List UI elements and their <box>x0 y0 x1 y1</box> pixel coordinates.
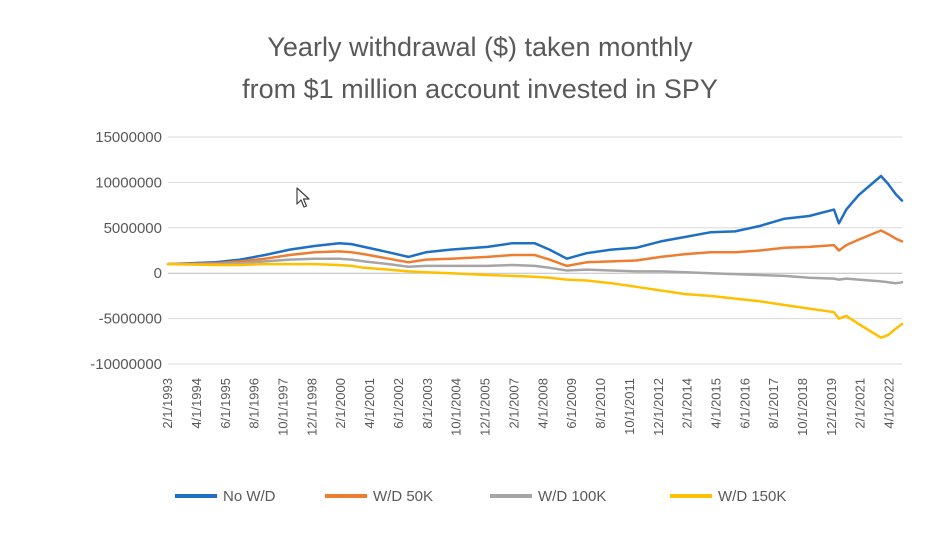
x-tick-label-4: 10/1/1997 <box>276 378 291 436</box>
y-tick-label-3: 0 <box>154 265 162 282</box>
legend: No W/D W/D 50K W/D 100K W/D 150K <box>175 488 786 505</box>
series-line-0 <box>166 174 904 266</box>
legend-label-3: W/D 150K <box>718 488 786 505</box>
chart-title-line-2: from $1 million account invested in SPY <box>242 74 718 104</box>
x-tick-label-13: 4/1/2008 <box>535 378 550 429</box>
x-tick-label-24: 2/1/2021 <box>853 378 868 429</box>
y-tick-label-5: -10000000 <box>90 356 162 373</box>
x-tick-label-10: 10/1/2004 <box>449 378 464 436</box>
x-axis-tick-labels: 2/1/1993 4/1/1994 6/1/1995 8/1/1996 10/1/199… <box>160 378 897 436</box>
x-tick-label-18: 2/1/2014 <box>680 378 695 429</box>
x-tick-label-14: 6/1/2009 <box>564 378 579 429</box>
chart-title-line-1: Yearly withdrawal ($) taken monthly <box>267 32 693 62</box>
x-tick-label-5: 12/1/1998 <box>304 378 319 436</box>
x-tick-label-6: 2/1/2000 <box>333 378 348 429</box>
x-tick-label-9: 8/1/2003 <box>420 378 435 429</box>
x-tick-label-21: 8/1/2017 <box>766 378 781 429</box>
x-tick-label-23: 12/1/2019 <box>824 378 839 436</box>
y-tick-label-4: -5000000 <box>99 311 162 328</box>
x-tick-label-16: 10/1/2011 <box>622 378 637 435</box>
x-tick-label-15: 8/1/2010 <box>593 378 608 429</box>
series-line-2 <box>166 257 904 285</box>
x-tick-label-19: 4/1/2015 <box>708 378 723 429</box>
series-line-1 <box>166 229 904 268</box>
x-tick-label-12: 2/1/2007 <box>506 378 521 429</box>
x-tick-label-11: 12/1/2005 <box>478 378 493 436</box>
x-tick-label-3: 8/1/1996 <box>247 378 262 429</box>
x-tick-label-20: 6/1/2016 <box>737 378 752 429</box>
y-tick-label-1: 10000000 <box>95 174 162 191</box>
x-tick-label-0: 2/1/1993 <box>160 378 175 429</box>
x-tick-label-25: 4/1/2022 <box>882 378 897 429</box>
x-tick-label-8: 6/1/2002 <box>391 378 406 429</box>
legend-label-1: W/D 50K <box>373 488 433 505</box>
legend-label-2: W/D 100K <box>538 488 606 505</box>
x-tick-label-2: 6/1/1995 <box>218 378 233 429</box>
x-tick-label-7: 4/1/2001 <box>362 378 377 429</box>
gridlines <box>168 136 902 365</box>
x-tick-label-1: 4/1/1994 <box>189 378 204 429</box>
y-tick-label-0: 15000000 <box>95 129 162 146</box>
mouse-pointer-icon <box>296 187 310 208</box>
legend-label-0: No W/D <box>223 488 276 505</box>
x-tick-label-17: 12/1/2012 <box>651 378 666 436</box>
series-lines <box>166 174 904 339</box>
x-tick-label-22: 10/1/2018 <box>795 378 810 436</box>
y-tick-label-2: 5000000 <box>104 220 162 237</box>
y-axis-tick-labels: 15000000 10000000 5000000 0 -5000000 -1000000… <box>90 129 162 373</box>
series-line-3 <box>166 262 904 339</box>
